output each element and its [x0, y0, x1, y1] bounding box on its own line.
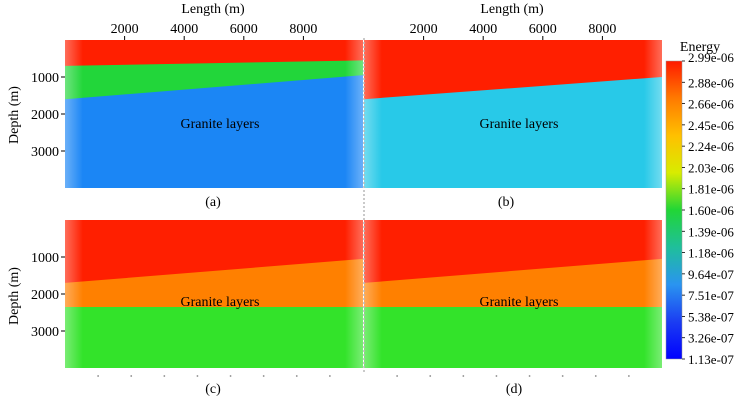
colorbar-label: 2.24e-06 [688, 139, 734, 154]
colorbar-title: Energy [680, 40, 720, 55]
x-tick-label: 2000 [111, 22, 139, 37]
axis-dot [561, 375, 564, 377]
y-tick-label: 3000 [31, 325, 59, 340]
y-tick-label: 1000 [31, 71, 59, 86]
panel-label-c: (c) [205, 382, 221, 397]
y-axis-title-c: Depth (m) [7, 267, 22, 325]
x-tick-label: 6000 [230, 22, 258, 37]
axis-dot [295, 375, 298, 377]
axis-dot [229, 375, 232, 377]
granite-layers-annotation: Granite layers [180, 295, 259, 310]
axis-dot [528, 375, 531, 377]
colorbar-label: 1.13e-07 [688, 352, 734, 367]
axis-dot [594, 375, 597, 377]
x-tick-label: 4000 [469, 22, 497, 37]
axis-dot [130, 375, 133, 377]
colorbar-label: 3.26e-07 [688, 331, 734, 346]
y-tick-label: 2000 [31, 108, 59, 123]
axis-dot [163, 375, 166, 377]
axis-dot [462, 375, 465, 377]
colorbar-label: 1.18e-06 [688, 246, 734, 261]
x-tick-label: 4000 [170, 22, 198, 37]
panel-label-d: (d) [506, 382, 523, 397]
axis-dot [97, 375, 100, 377]
panel-label-a: (a) [205, 195, 221, 210]
axis-dot [627, 375, 630, 377]
granite-layers-annotation: Granite layers [479, 117, 558, 132]
colorbar-label: 2.45e-06 [688, 118, 734, 133]
x-tick-label: 8000 [289, 22, 317, 37]
panel-d: Granite layers [364, 220, 662, 377]
x-tick-label: 6000 [529, 22, 557, 37]
colorbar-label: 1.39e-06 [688, 224, 734, 239]
axis-dot [328, 375, 331, 377]
panel-a: 2000 4000 6000 8000 1000 2000 3000 Granite laye… [31, 22, 363, 188]
panel-b: 2000 4000 6000 8000 Granite layers [364, 22, 662, 188]
axis-dot [196, 375, 199, 377]
colorbar-label: 2.66e-06 [688, 97, 734, 112]
y-tick-label: 3000 [31, 145, 59, 160]
colorbar-label: 2.88e-06 [688, 75, 734, 90]
colorbar-bar [665, 60, 683, 360]
panel-c: 1000 2000 3000 Granite layers [31, 220, 363, 377]
x-axis-title-a: Length (m) [181, 2, 245, 17]
colorbar: 2.99e-06 2.88e-06 2.66e-06 2.45e-06 2.24e-06… [665, 50, 734, 367]
granite-layers-annotation: Granite layers [479, 295, 558, 310]
colorbar-label: 9.64e-07 [688, 267, 734, 282]
y-axis-title-a: Depth (m) [7, 86, 22, 144]
axis-dot [495, 375, 498, 377]
colorbar-label: 7.51e-07 [688, 288, 734, 303]
panel-label-b: (b) [498, 195, 515, 210]
colorbar-label: 2.99e-06 [688, 50, 734, 65]
colorbar-label: 5.38e-07 [688, 309, 734, 324]
colorbar-label: 1.60e-06 [688, 203, 734, 218]
y-tick-label: 1000 [31, 251, 59, 266]
x-axis-title-b: Length (m) [480, 2, 544, 17]
axis-dot [396, 375, 399, 377]
x-tick-label: 8000 [588, 22, 616, 37]
granite-layers-annotation: Granite layers [180, 117, 259, 132]
colorbar-label: 2.03e-06 [688, 160, 734, 175]
axis-dot [262, 375, 265, 377]
y-tick-label: 2000 [31, 288, 59, 303]
axis-dot [429, 375, 432, 377]
colorbar-label: 1.81e-06 [688, 182, 734, 197]
x-tick-label: 2000 [410, 22, 438, 37]
